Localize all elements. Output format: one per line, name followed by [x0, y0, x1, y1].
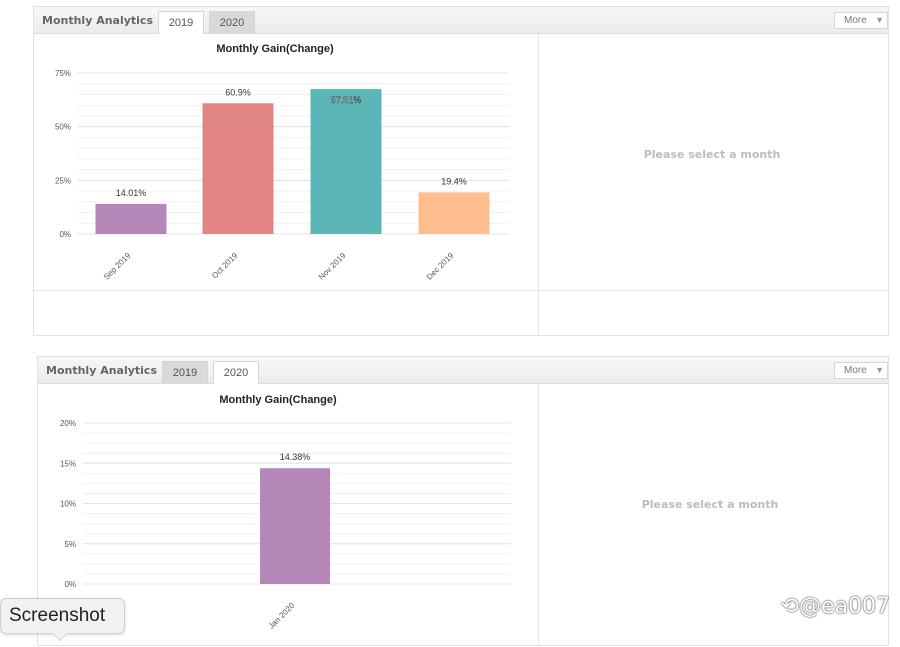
x-tick-label: Oct 2019	[210, 251, 240, 281]
x-tick-label: Dec 2019	[425, 251, 456, 282]
y-tick-label: 20%	[60, 419, 76, 428]
divider-line	[34, 290, 890, 291]
y-tick-label: 25%	[55, 176, 71, 185]
tab-2019[interactable]: 2019	[162, 361, 208, 384]
empty-state-message: Please select a month	[643, 148, 781, 161]
y-tick-label: 50%	[55, 123, 71, 132]
analytics-panel-2020: Monthly Analytics 2019 2020 More ▼ Month…	[37, 356, 889, 646]
screenshot-tooltip: Screenshot	[0, 598, 125, 641]
bar	[310, 89, 382, 234]
y-tick-label: 75%	[55, 69, 71, 78]
y-tick-label: 0%	[64, 580, 76, 589]
data-label: 60.9%	[225, 87, 251, 97]
y-tick-label: 15%	[60, 459, 76, 468]
x-tick-label: Jan 2020	[267, 601, 297, 631]
monthly-gain-chart: Monthly Gain(Change) 0% 25% 50% 75% 14.01% Sep…	[55, 43, 509, 282]
y-tick-label: 5%	[64, 540, 76, 549]
bar	[418, 192, 490, 234]
tab-2019[interactable]: 2019	[158, 11, 204, 34]
data-label: 14.38%	[280, 452, 311, 462]
divider-line	[538, 34, 539, 335]
monthly-gain-chart: Monthly Gain(Change) 0% 5% 10% 15% 20% 14.38% J…	[60, 394, 511, 631]
chevron-down-icon: ▼	[875, 15, 884, 25]
empty-state-message: Please select a month	[641, 498, 779, 511]
watermark-icon: ⟲	[780, 594, 799, 619]
tooltip-label: Screenshot	[9, 605, 106, 626]
y-tick-label: 0%	[59, 230, 71, 239]
chart-title: Monthly Gain(Change)	[216, 43, 334, 55]
panel-header: Monthly Analytics 2019 2020 More ▼	[38, 357, 888, 384]
panel-title: Monthly Analytics	[42, 14, 153, 27]
y-tick-label: 10%	[60, 500, 76, 509]
more-label: More	[844, 365, 867, 376]
chevron-down-icon: ▼	[875, 365, 884, 375]
tab-2020[interactable]: 2020	[209, 11, 255, 34]
panel-header: Monthly Analytics 2019 2020 More ▼	[34, 7, 888, 34]
data-label: 19.4%	[441, 176, 467, 186]
x-tick-label: Nov 2019	[317, 251, 348, 282]
divider-line	[538, 384, 539, 645]
more-button[interactable]: More ▼	[834, 362, 888, 379]
tab-2020[interactable]: 2020	[213, 361, 259, 384]
more-button[interactable]: More ▼	[834, 12, 888, 29]
data-label: 67.51%	[331, 95, 362, 105]
panel-title: Monthly Analytics	[46, 364, 157, 377]
analytics-panel-2019: Monthly Analytics 2019 2020 More ▼ Month…	[33, 6, 890, 336]
tooltip-pointer	[53, 633, 67, 640]
bar	[202, 103, 274, 234]
watermark: ⟲@ea007	[781, 594, 890, 619]
data-label: 14.01%	[116, 188, 147, 198]
bar	[260, 468, 330, 584]
x-tick-label: Sep 2019	[102, 251, 133, 282]
more-label: More	[844, 15, 867, 26]
watermark-text: @ea007	[798, 594, 890, 619]
bar	[95, 203, 167, 234]
chart-title: Monthly Gain(Change)	[219, 394, 337, 406]
